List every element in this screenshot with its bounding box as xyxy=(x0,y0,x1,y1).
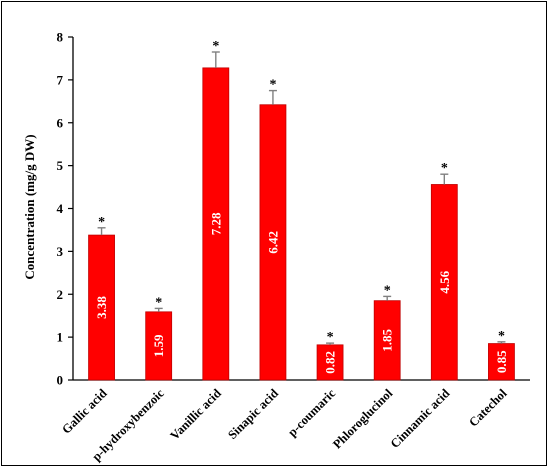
y-tick-label: 6 xyxy=(57,115,64,130)
y-tick-label: 5 xyxy=(57,158,64,173)
significance-mark: * xyxy=(269,78,276,93)
bar xyxy=(316,344,344,381)
significance-mark: * xyxy=(498,329,505,344)
bar xyxy=(145,311,173,381)
data-label: 7.28 xyxy=(208,212,223,235)
category-label: Vanillic acid xyxy=(167,386,224,443)
y-axis-title: Concentration (mg/g DW) xyxy=(22,134,37,279)
significance-mark: * xyxy=(98,215,105,230)
y-tick-label: 1 xyxy=(57,330,64,345)
category-label: Phloroglucinol xyxy=(330,386,396,452)
category-label: p-coumaric xyxy=(285,386,338,439)
y-tick-label: 8 xyxy=(57,30,64,45)
y-tick-label: 7 xyxy=(57,72,64,87)
bar xyxy=(88,234,115,381)
significance-mark: * xyxy=(155,295,162,310)
bar xyxy=(488,343,515,381)
category-label: Gallic acid xyxy=(59,386,109,436)
data-label: 0.82 xyxy=(323,351,338,374)
data-label: 4.56 xyxy=(437,270,452,293)
data-label: 1.85 xyxy=(380,328,395,351)
data-label: 0.85 xyxy=(494,350,509,373)
y-tick-label: 0 xyxy=(57,373,64,388)
category-label: Cinnamic acid xyxy=(388,386,453,451)
significance-mark: * xyxy=(384,283,391,298)
data-label: 6.42 xyxy=(265,231,280,254)
significance-mark: * xyxy=(212,39,219,54)
data-label: 3.38 xyxy=(94,296,109,319)
category-label: Catechol xyxy=(466,386,510,430)
y-tick-label: 2 xyxy=(57,287,64,302)
y-tick-label: 3 xyxy=(57,244,64,259)
bar xyxy=(259,104,287,381)
bar xyxy=(430,184,458,381)
y-tick-label: 4 xyxy=(57,201,64,216)
data-label: 1.59 xyxy=(151,334,166,357)
category-label: Sinapic acid xyxy=(225,386,281,442)
significance-mark: * xyxy=(441,161,448,176)
significance-mark: * xyxy=(327,330,334,345)
